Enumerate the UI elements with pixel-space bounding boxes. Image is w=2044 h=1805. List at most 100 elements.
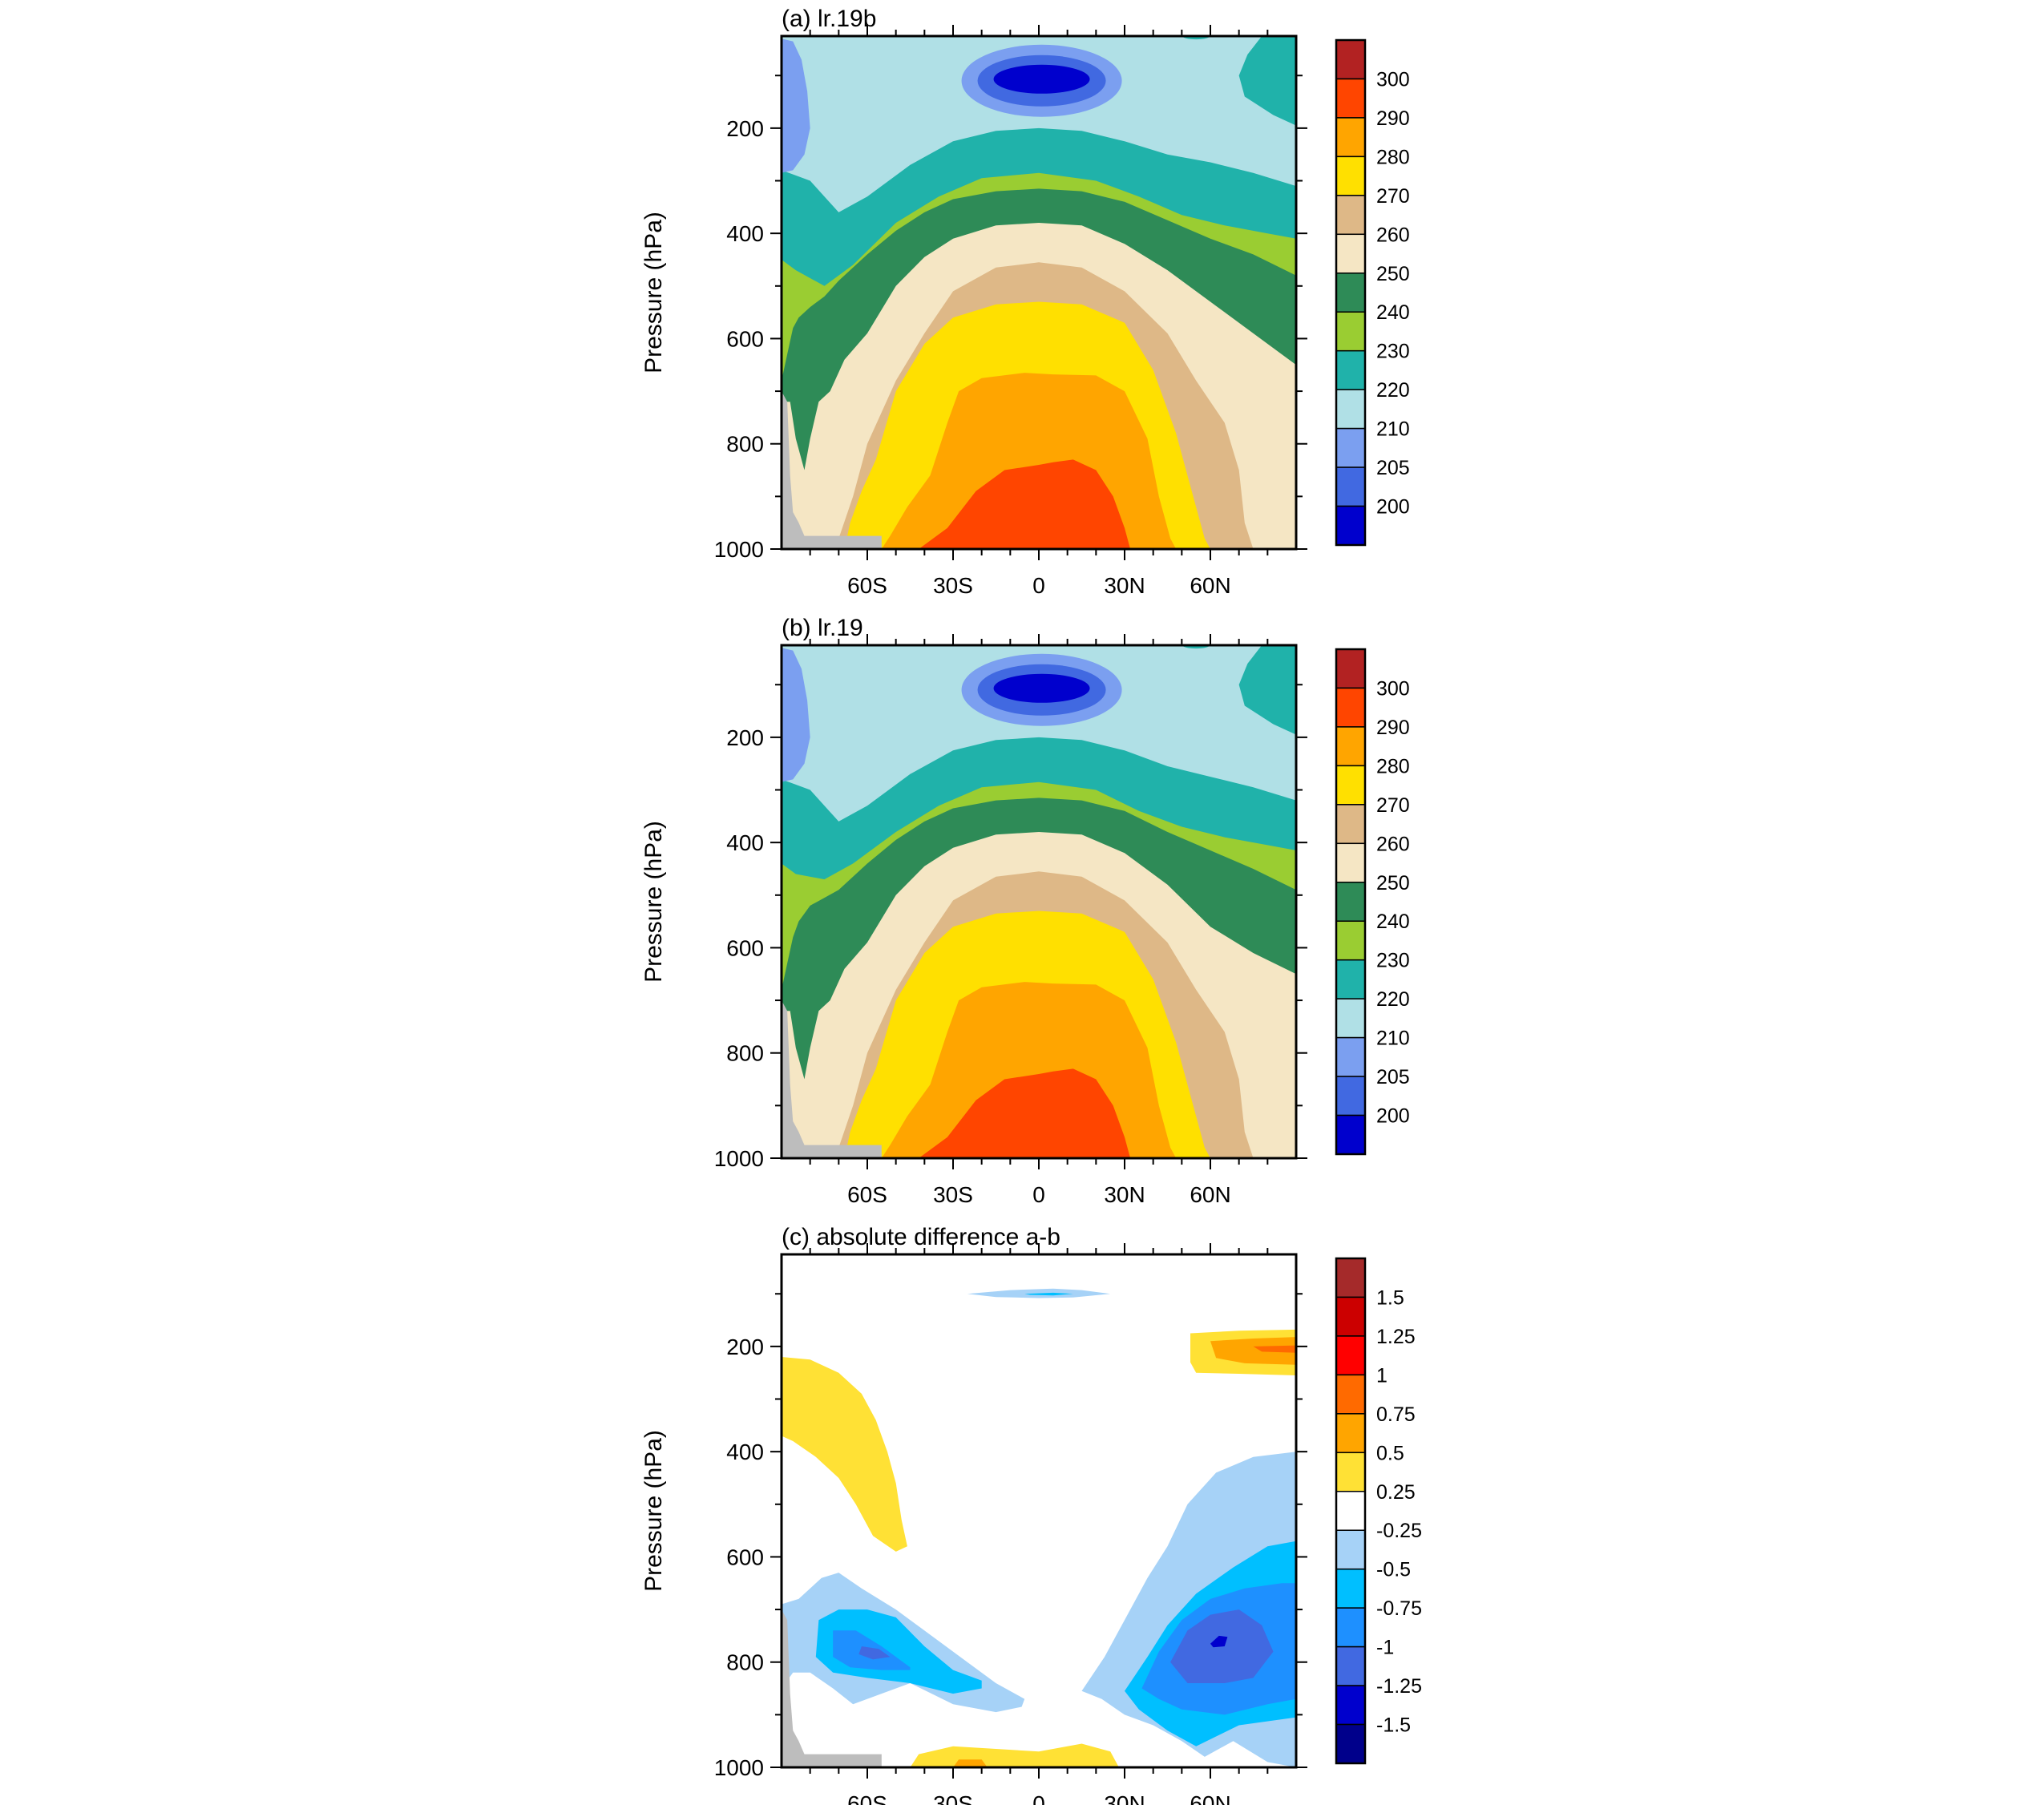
colorbar-swatch [1335, 687, 1366, 728]
x-tick-label: 30N [1104, 1791, 1145, 1805]
colorbar-swatch [1335, 233, 1366, 274]
y-tick-label: 200 [726, 1335, 764, 1359]
x-tick-label: 60S [847, 1791, 887, 1805]
colorbar-label: 200 [1376, 1105, 1410, 1128]
plot-area [782, 645, 1296, 1158]
colorbar-swatch [1335, 1685, 1366, 1726]
y-tick-label: 400 [726, 221, 764, 246]
colorbar-label: 240 [1376, 911, 1410, 933]
panel-title: (a) lr.19b [782, 6, 876, 32]
colorbar-swatch [1335, 1258, 1366, 1298]
y-tick-label: 200 [726, 725, 764, 750]
colorbar: 300 290 280 270 260 250 240 230 220 210 205 200 [1335, 38, 1410, 547]
x-tick-label: 60N [1190, 573, 1230, 598]
topography-mask [782, 1000, 882, 1158]
y-tick-label: 400 [726, 1440, 764, 1464]
colorbar-swatch [1335, 842, 1366, 883]
y-tick-label: 200 [726, 116, 764, 141]
colorbar-label: 280 [1376, 146, 1410, 168]
colorbar-swatch [1335, 155, 1366, 196]
colorbar-swatch [1335, 1645, 1366, 1686]
colorbar-swatch [1335, 1491, 1366, 1531]
y-tick-label: 800 [726, 432, 764, 457]
x-tick-label: 60N [1190, 1182, 1230, 1207]
x-tick-label: 0 [1032, 1182, 1045, 1207]
y-tick-label: 800 [726, 1041, 764, 1066]
colorbar-swatch [1335, 1114, 1366, 1155]
y-tick-label: 1000 [714, 1755, 764, 1780]
colorbar-swatch [1335, 920, 1366, 961]
cold-core-inner [993, 64, 1090, 94]
colorbar-label: 300 [1376, 677, 1410, 700]
colorbar-label: -1.25 [1376, 1675, 1422, 1698]
colorbar-label: 205 [1376, 457, 1410, 479]
colorbar-swatch [1335, 1723, 1366, 1764]
colorbar-label: -0.25 [1376, 1520, 1422, 1542]
colorbar-swatch [1335, 804, 1366, 845]
colorbar-swatch [1335, 39, 1366, 80]
colorbar-label: 290 [1376, 107, 1410, 130]
colorbar-swatch [1335, 78, 1366, 119]
x-tick-label: 30N [1104, 573, 1145, 598]
colorbar-swatch [1335, 1076, 1366, 1117]
colorbar-swatch [1335, 1374, 1366, 1415]
y-tick-label: 1000 [714, 537, 764, 562]
colorbar-label: -0.75 [1376, 1597, 1422, 1620]
colorbar-label: 205 [1376, 1066, 1410, 1088]
colorbar-label: 1.5 [1376, 1286, 1404, 1309]
colorbar-swatch [1335, 1607, 1366, 1648]
colorbar-label: 0.75 [1376, 1403, 1416, 1426]
colorbar-label: 270 [1376, 794, 1410, 817]
x-tick-label: 30S [933, 573, 973, 598]
colorbar-swatch [1335, 1568, 1366, 1609]
colorbar-label: -0.5 [1376, 1559, 1411, 1581]
colorbar-label: 260 [1376, 833, 1410, 855]
colorbar-swatch [1335, 389, 1366, 430]
colorbar-swatch [1335, 1529, 1366, 1570]
colorbar-label: -1.5 [1376, 1714, 1411, 1737]
colorbar: 1.5 1.25 1 0.75 0.5 0.25 -0.25 -0.5 -0.75 -1 -1.25… [1335, 1257, 1422, 1765]
colorbar-label: 220 [1376, 988, 1410, 1011]
colorbar-label: 1.25 [1376, 1326, 1416, 1348]
band-290-300 [919, 459, 1131, 549]
x-tick-label: 30S [933, 1182, 973, 1207]
band-220-230-north [1238, 36, 1296, 126]
panel-1: 200 400 600 800 1000 60S 30S 0 30N 60N Pressure (h… [640, 6, 1410, 598]
x-tick-label: 30S [933, 1791, 973, 1805]
colorbar-swatch [1335, 882, 1366, 922]
y-tick-label: 600 [726, 326, 764, 351]
y-tick-label: 600 [726, 1545, 764, 1569]
y-tick-label: 800 [726, 1650, 764, 1675]
region-5 [953, 1759, 988, 1767]
colorbar-label: 250 [1376, 263, 1410, 285]
colorbar-swatch [1335, 117, 1366, 158]
colorbar-swatch [1335, 349, 1366, 390]
colorbar-label: 0.25 [1376, 1481, 1416, 1504]
colorbar-label: 260 [1376, 224, 1410, 246]
colorbar-swatch [1335, 1036, 1366, 1077]
y-axis-label: Pressure (hPa) [640, 212, 667, 374]
x-tick-label: 60S [847, 1182, 887, 1207]
colorbar: 300 290 280 270 260 250 240 230 220 210 205 200 [1335, 648, 1410, 1156]
colorbar-label: 210 [1376, 1028, 1410, 1050]
region-7 [1024, 1292, 1073, 1296]
y-tick-label: 1000 [714, 1146, 764, 1171]
colorbar-label: 290 [1376, 717, 1410, 739]
colorbar-label: 300 [1376, 68, 1410, 91]
cold-core-inner [993, 673, 1090, 703]
x-tick-label: 60N [1190, 1791, 1230, 1805]
topography-mask [782, 391, 882, 549]
panel-title: (b) lr.19 [782, 615, 863, 641]
x-tick-label: 0 [1032, 1791, 1045, 1805]
colorbar-swatch [1335, 1335, 1366, 1376]
y-axis-label: Pressure (hPa) [640, 821, 667, 983]
colorbar-swatch [1335, 505, 1366, 546]
x-tick-label: 0 [1032, 573, 1045, 598]
colorbar-swatch [1335, 273, 1366, 313]
colorbar-label: 230 [1376, 341, 1410, 363]
topography-mask [782, 1609, 882, 1767]
panel-title: (c) absolute difference a-b [782, 1224, 1060, 1250]
colorbar-label: 1 [1376, 1364, 1388, 1387]
region-3 [1253, 1345, 1296, 1353]
